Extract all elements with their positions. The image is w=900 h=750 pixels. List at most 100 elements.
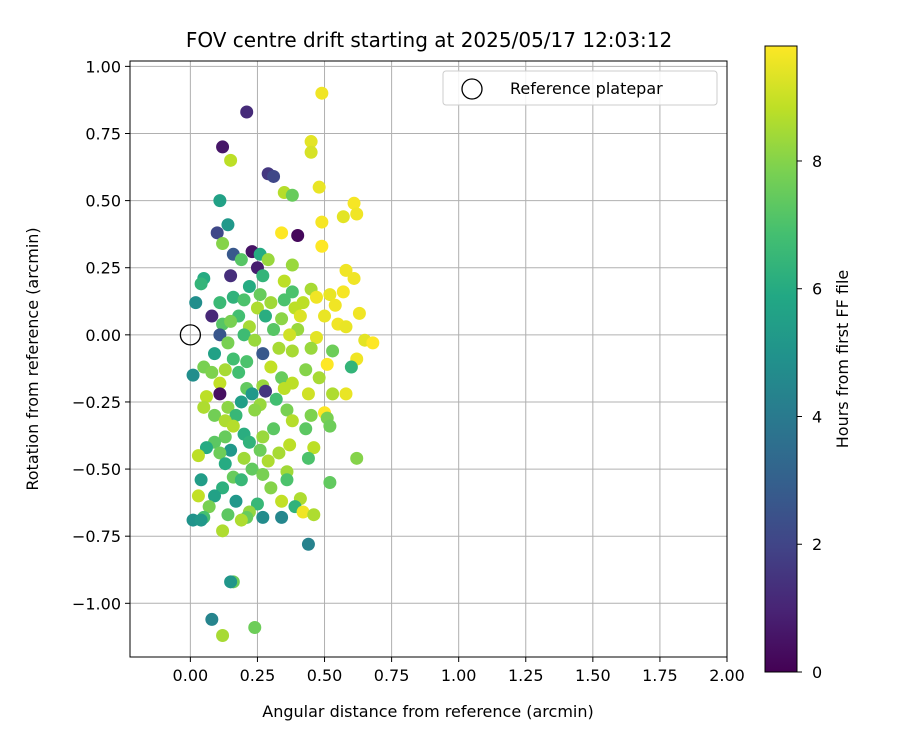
data-point [277,382,291,396]
colorbar-label: Hours from first FF file [833,270,852,449]
data-point [315,86,329,100]
data-point [285,258,299,272]
data-point [256,269,270,283]
data-point [218,363,232,377]
legend-label: Reference platepar [510,79,663,98]
data-point [237,328,251,342]
data-point [216,237,230,251]
x-tick-label: 1.75 [642,666,678,685]
data-point [285,188,299,202]
colorbar-tick-label: 8 [812,152,822,171]
data-point [205,309,219,323]
data-point [347,196,361,210]
data-point [269,392,283,406]
data-point [194,473,208,487]
data-point [312,180,326,194]
data-point [224,269,238,283]
data-point [194,513,208,527]
data-point [224,153,238,167]
data-point [293,309,307,323]
data-point [232,365,246,379]
data-points [186,86,380,643]
data-point [221,508,235,522]
data-point [213,194,227,208]
data-point [234,253,248,267]
data-point [339,263,353,277]
data-point [224,443,238,457]
data-point [216,524,230,538]
data-point [312,371,326,385]
data-point [261,454,275,468]
data-point [277,293,291,307]
colorbar-ticks: 0 2 4 6 8 [797,152,822,682]
data-point [256,467,270,481]
data-point [253,288,267,302]
data-point [213,328,227,342]
data-point [261,253,275,267]
data-point [253,443,267,457]
data-point [304,145,318,159]
chart-title: FOV centre drift starting at 2025/05/17 … [186,28,672,52]
data-point [234,473,248,487]
data-point [226,419,240,433]
data-point [272,341,286,355]
data-point [242,280,256,294]
data-point [240,105,254,119]
colorbar-tick-label: 4 [812,407,822,426]
y-tick-label: 1.00 [85,57,121,76]
data-point [245,387,259,401]
data-point [258,384,272,398]
colorbar-gradient [765,46,797,672]
x-tick-label: 2.00 [709,666,745,685]
x-tick-label: 0.25 [240,666,276,685]
x-axis-ticks: 0.00 0.25 0.50 0.75 1.00 1.25 1.50 1.75 2.00 [173,657,745,685]
data-point [208,408,222,422]
data-point [301,451,315,465]
y-tick-label: 0.25 [85,259,121,278]
data-point [213,296,227,310]
x-axis-label: Angular distance from reference (arcmin) [262,702,593,721]
data-point [221,400,235,414]
data-point [296,505,310,519]
data-point [323,419,337,433]
data-point [320,357,334,371]
y-axis-label: Rotation from reference (arcmin) [23,227,42,490]
data-point [237,451,251,465]
data-point [199,441,213,455]
y-tick-label: −0.25 [72,393,121,412]
data-point [350,207,364,221]
data-point [299,422,313,436]
x-tick-label: 1.50 [575,666,611,685]
data-point [301,387,315,401]
data-point [242,435,256,449]
data-point [229,408,243,422]
data-point [224,314,238,328]
data-point [309,290,323,304]
data-point [237,293,251,307]
legend-marker [461,78,483,100]
data-point [267,169,281,183]
data-point [221,336,235,350]
data-point [216,140,230,154]
data-point [275,226,289,240]
data-point [224,575,238,589]
data-point [258,309,272,323]
data-point [323,288,337,302]
colorbar-tick-label: 2 [812,535,822,554]
data-point [264,296,278,310]
data-point [267,422,281,436]
data-point [250,497,264,511]
data-point [191,449,205,463]
y-tick-label: −0.75 [72,527,121,546]
data-point [304,341,318,355]
data-point [256,347,270,361]
data-point [191,489,205,503]
data-point [205,365,219,379]
data-point [285,414,299,428]
y-tick-label: −0.50 [72,460,121,479]
grid-lines [130,61,728,657]
data-point [307,441,321,455]
data-point [213,446,227,460]
